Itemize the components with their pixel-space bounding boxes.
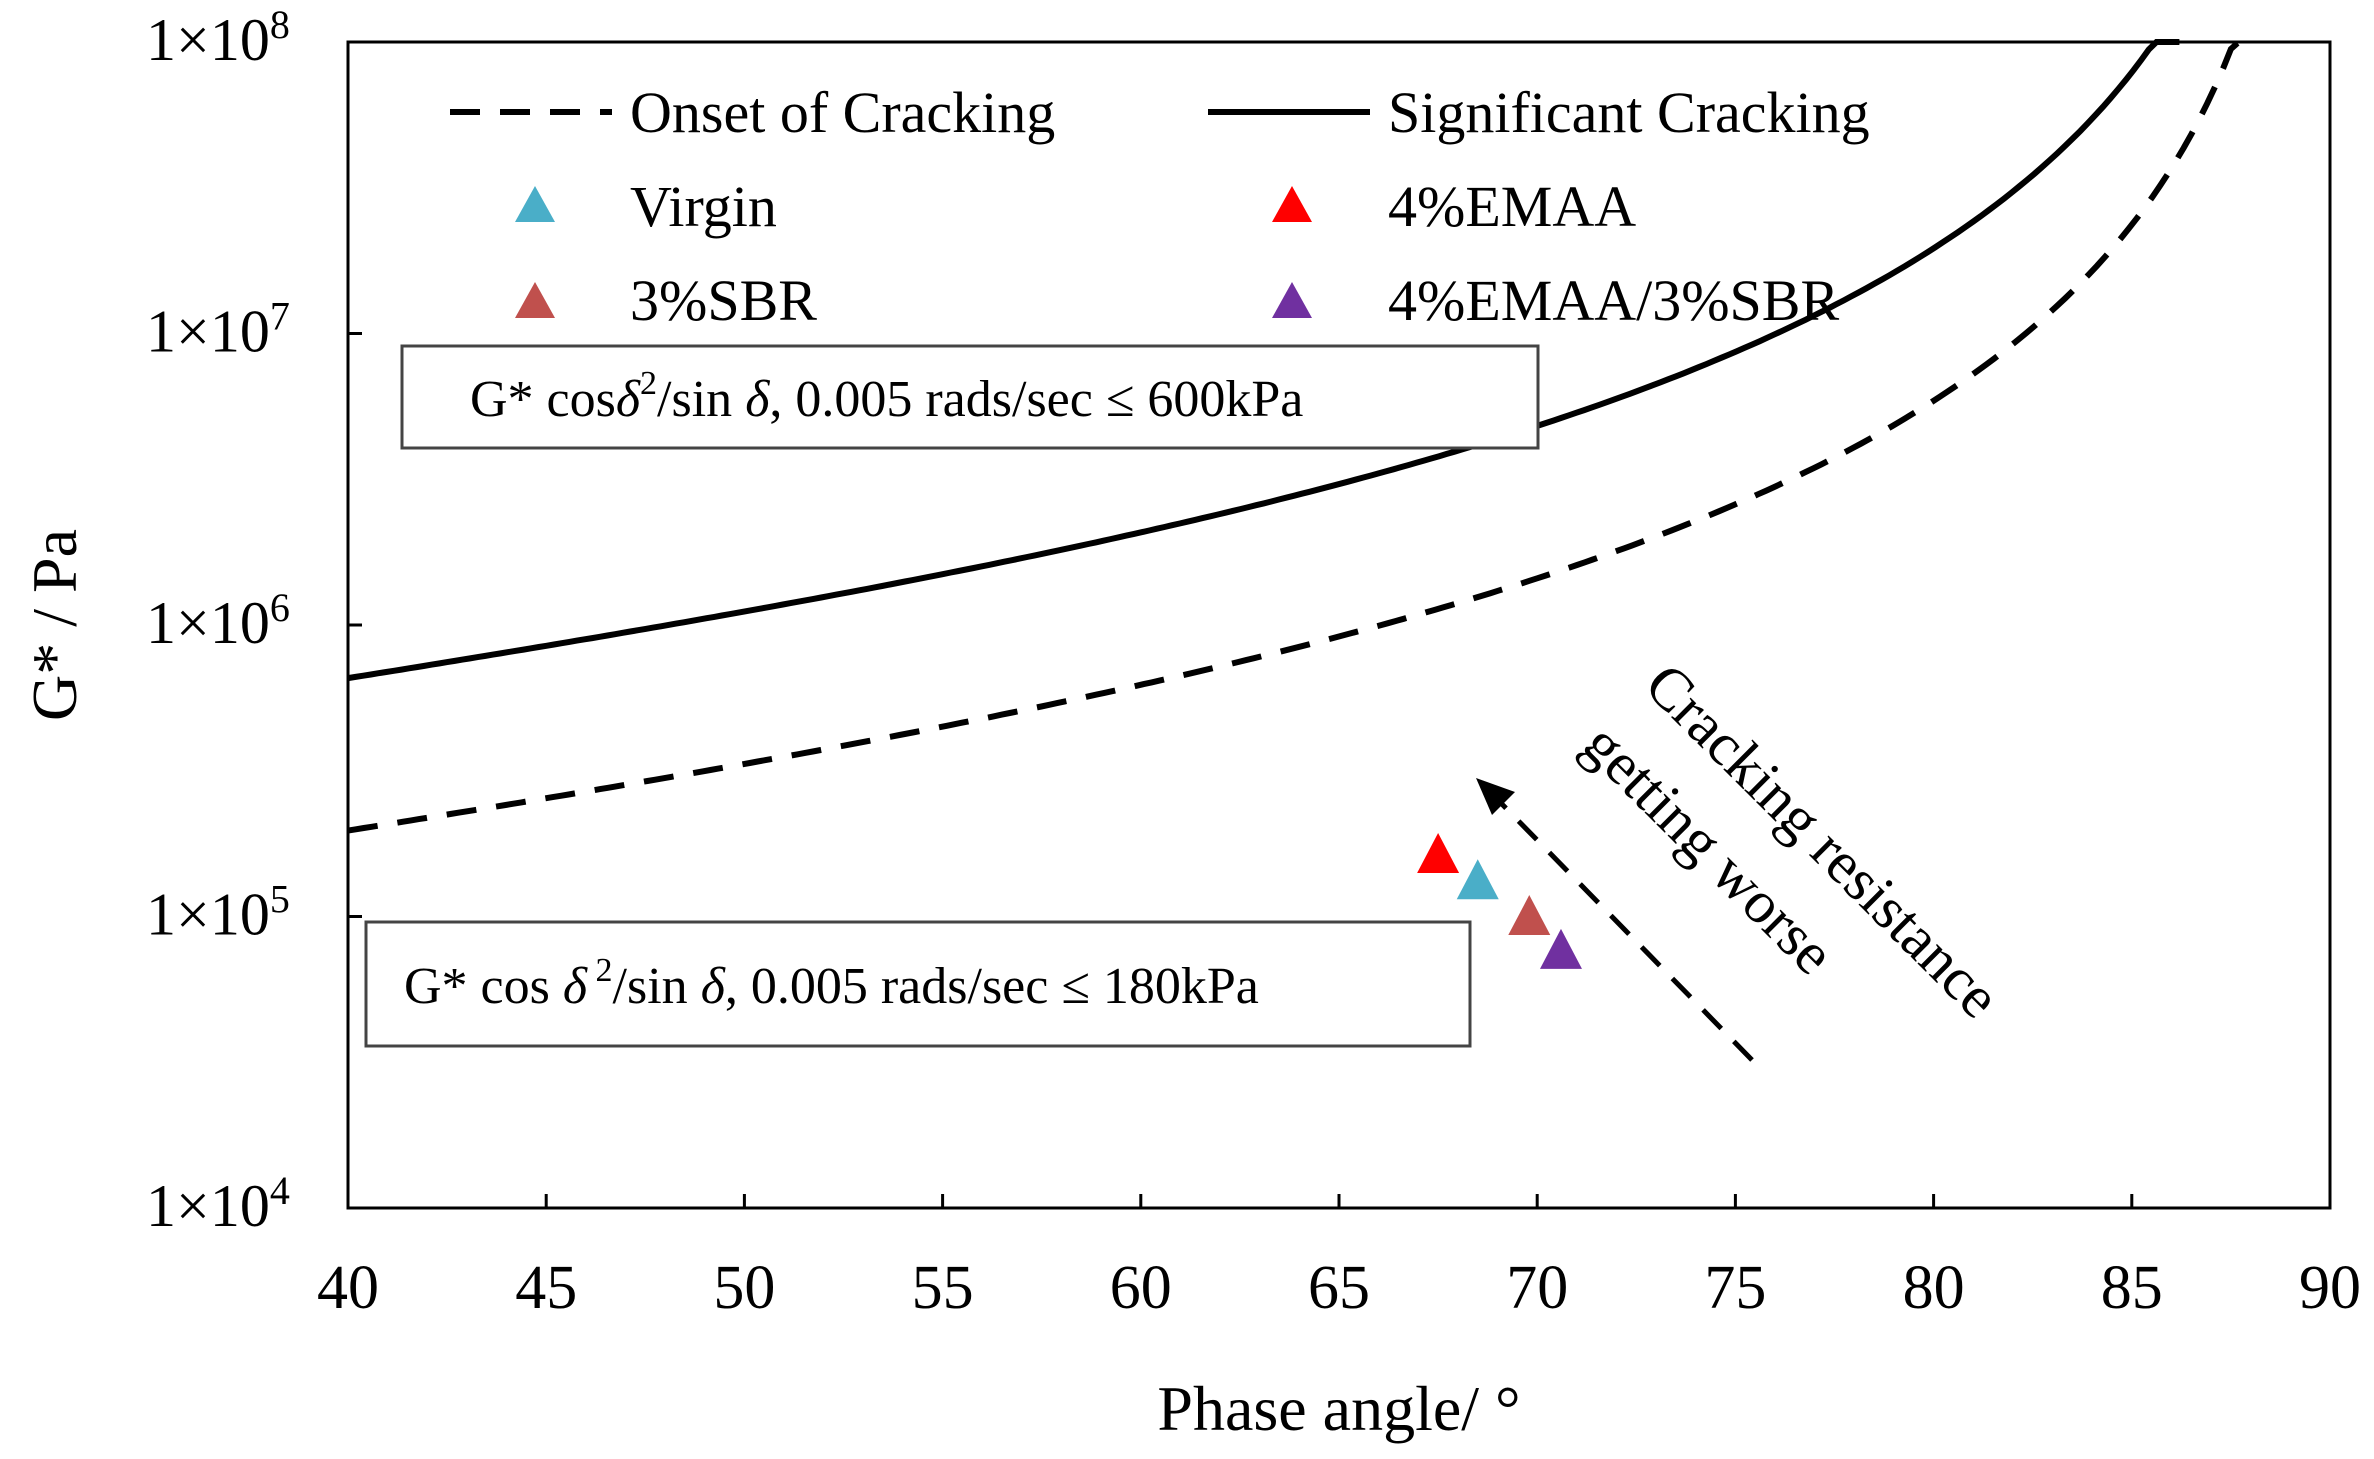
criterion-box-600kpa-text: G* cosδ2/sin δ, 0.005 rads/sec ≤ 600kPa [470,365,1303,428]
legend-3sbr-marker [515,282,555,318]
y-tick-label: 1×108 [146,2,290,73]
significant-cracking-curve [347,39,2180,682]
criterion-box-600kpa-frame [400,344,1540,450]
legend-4emaa-3sbr-label: 4%EMAA/3%SBR [1388,268,1839,333]
y-tick-label: 1×106 [146,585,290,656]
point-4-emaa-3-sbr [1539,928,1582,969]
y-tick-label: 1×104 [146,1168,290,1239]
threshold-curves [347,39,2241,834]
criterion-box-600kpa: G* cosδ2/sin δ, 0.005 rads/sec ≤ 600kPa [400,344,1540,450]
x-tick-label: 60 [1110,1254,1172,1322]
x-tick-label: 50 [713,1254,775,1322]
legend-virgin-marker [515,186,555,222]
y-tick-label: 1×105 [146,877,290,948]
trend-arrow-head [1476,778,1515,815]
legend-3sbr-label: 3%SBR [630,268,817,333]
point-3-sbr [1508,895,1551,936]
x-tick-label: 55 [912,1254,974,1322]
x-tick-label: 90 [2299,1254,2361,1322]
x-tick-label: 65 [1308,1254,1370,1322]
x-axis-label: Phase angle/ ° [1157,1373,1520,1444]
x-tick-label: 45 [515,1254,577,1322]
x-axis-ticks: 40 45 50 55 60 65 70 75 80 85 90 [317,1194,2361,1322]
legend-4emaa-marker [1272,186,1312,222]
legend-virgin-label: Virgin [630,174,777,239]
legend-4emaa-3sbr-marker [1272,282,1312,318]
trend-arrow: Cracking resistance getting worse [1476,651,2013,1062]
criterion-box-180kpa: G* cos δ 2/sin δ, 0.005 rads/sec ≤ 180kP… [364,920,1472,1048]
x-tick-label: 40 [317,1254,379,1322]
x-tick-label: 75 [1704,1254,1766,1322]
criterion-box-180kpa-text: G* cos δ 2/sin δ, 0.005 rads/sec ≤ 180kP… [404,952,1259,1015]
criterion-box-180kpa-frame [364,920,1472,1048]
onset-of-cracking-curve [347,39,2241,834]
y-axis-ticks: 1×104 1×105 1×106 1×107 1×108 [146,2,362,1239]
y-axis-label: G* / Pa [19,529,90,721]
legend-onset-label: Onset of Cracking [630,80,1055,145]
legend: Onset of Cracking Significant Cracking V… [450,80,1870,333]
legend-significant-label: Significant Cracking [1388,80,1870,145]
data-points [1417,832,1582,969]
x-tick-label: 80 [1903,1254,1965,1322]
x-tick-label: 85 [2101,1254,2163,1322]
x-tick-label: 70 [1506,1254,1568,1322]
point-4-emaa [1417,832,1460,873]
legend-4emaa-label: 4%EMAA [1388,174,1636,239]
point-virgin [1456,859,1499,900]
trend-arrow-shaft [1496,798,1754,1062]
y-tick-label: 1×107 [146,294,290,365]
